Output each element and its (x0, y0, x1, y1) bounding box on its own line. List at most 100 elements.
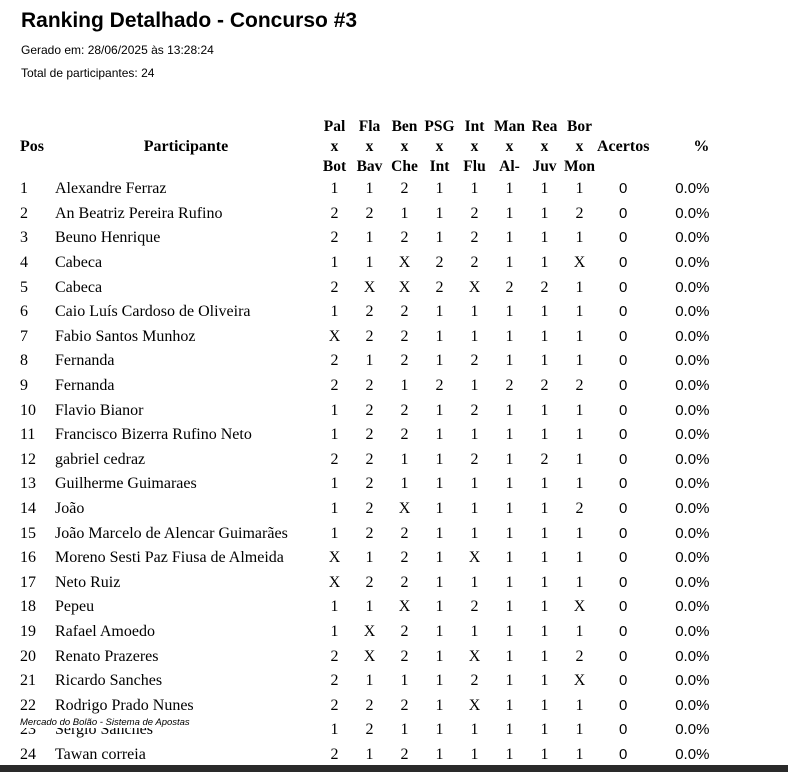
table-row: 8 Fernanda 2 1 2 1 2 1 1 1 0 0.0% (20, 349, 709, 374)
row-pick: 2 (365, 500, 374, 518)
row-pick: 1 (540, 524, 549, 542)
row-pick: 2 (575, 647, 584, 665)
row-pick: 1 (470, 573, 479, 591)
match-away: Juv (532, 158, 557, 175)
row-pick: 1 (435, 401, 444, 419)
row-participant: Guilherme Guimaraes (55, 475, 197, 493)
row-pick: 1 (470, 745, 479, 763)
row-pick: 1 (505, 745, 514, 763)
row-participant: João (55, 500, 85, 518)
row-pos: 20 (20, 647, 36, 665)
row-pick: X (573, 598, 586, 616)
match-home: Fla (358, 118, 381, 135)
row-pick: 1 (435, 672, 444, 690)
row-pick: 1 (540, 229, 549, 247)
table-row: 1 Alexandre Ferraz 1 1 2 1 1 1 1 1 0 0.0% (20, 177, 709, 202)
table-row: 19 Rafael Amoedo 1 X 2 1 1 1 1 1 0 0.0% (20, 620, 709, 645)
row-pick: X (363, 622, 376, 640)
header-match-6: Man x Al- (492, 117, 527, 177)
table-row: 14 João 1 2 X 1 1 1 1 2 0 0.0% (20, 497, 709, 522)
table-row: 24 Tawan correia 2 1 2 1 1 1 1 1 0 0.0% (20, 743, 709, 768)
row-participant: Fernanda (55, 377, 115, 395)
row-pick: 2 (400, 647, 409, 665)
row-pick: 2 (365, 450, 374, 468)
row-pick: 2 (470, 254, 479, 272)
row-pick: 1 (400, 475, 409, 493)
match-home: Int (464, 118, 485, 135)
row-pick: 2 (470, 598, 479, 616)
row-participant: Tawan correia (55, 745, 146, 763)
row-pick: 2 (330, 450, 339, 468)
row-pick: 1 (575, 721, 584, 739)
row-pick: 2 (365, 696, 374, 714)
row-percent: 0.0% (675, 327, 710, 345)
row-pos: 7 (20, 327, 28, 345)
row-pick: 1 (435, 500, 444, 518)
row-pick: 2 (400, 303, 409, 321)
row-pick: 1 (540, 647, 549, 665)
row-participant: Neto Ruiz (55, 573, 121, 591)
row-participant: Caio Luís Cardoso de Oliveira (55, 303, 251, 321)
row-percent: 0.0% (675, 204, 710, 222)
row-pick: 1 (540, 696, 549, 714)
row-percent: 0.0% (675, 696, 710, 714)
row-pick: 2 (540, 450, 549, 468)
row-percent: 0.0% (675, 229, 710, 247)
row-pick: 1 (505, 500, 514, 518)
row-pick: 2 (400, 549, 409, 567)
row-pick: 2 (330, 696, 339, 714)
match-home: Ben (391, 118, 418, 135)
row-pick: 1 (575, 475, 584, 493)
header-match-1: Pal x Bot (317, 117, 352, 177)
row-pick: 2 (330, 229, 339, 247)
row-pick: 1 (575, 549, 584, 567)
row-hits: 0 (619, 721, 628, 739)
row-pick: 1 (540, 573, 549, 591)
row-hits: 0 (619, 352, 628, 370)
match-away: Int (429, 158, 450, 175)
row-pick: 2 (470, 401, 479, 419)
table-row: 16 Moreno Sesti Paz Fiusa de Almeida X 1 2 1 X… (20, 546, 709, 571)
row-pick: 1 (505, 254, 514, 272)
row-pick: 1 (330, 426, 339, 444)
row-pick: 2 (365, 327, 374, 345)
row-percent: 0.0% (675, 450, 710, 468)
row-participant: Francisco Bizerra Rufino Neto (55, 426, 252, 444)
row-pick: 2 (435, 278, 444, 296)
row-pick: 1 (435, 475, 444, 493)
row-pick: 1 (330, 180, 339, 198)
row-participant: Rafael Amoedo (55, 622, 155, 640)
row-pick: X (573, 672, 586, 690)
match-home: Pal (323, 118, 346, 135)
row-hits: 0 (619, 229, 628, 247)
row-pick: 2 (470, 672, 479, 690)
row-participant: Rodrigo Prado Nunes (55, 696, 194, 714)
row-pick: 1 (435, 524, 444, 542)
row-participant: gabriel cedraz (55, 450, 146, 468)
row-pick: 1 (365, 254, 374, 272)
row-pick: X (573, 254, 586, 272)
row-pos: 12 (20, 450, 36, 468)
match-sep: x (365, 138, 374, 155)
row-participant: Cabeca (55, 278, 103, 296)
row-percent: 0.0% (675, 475, 710, 493)
row-hits: 0 (619, 598, 628, 616)
row-pick: 1 (470, 327, 479, 345)
match-home: PSG (424, 118, 455, 135)
row-pick: 1 (575, 229, 584, 247)
table-row: 18 Pepeu 1 1 X 1 2 1 1 X 0 0.0% (20, 595, 709, 620)
row-pick: 1 (365, 549, 374, 567)
row-percent: 0.0% (675, 377, 710, 395)
row-pick: 2 (365, 721, 374, 739)
row-pick: 1 (400, 672, 409, 690)
match-sep: x (470, 138, 479, 155)
row-pick: 1 (470, 524, 479, 542)
row-pick: 2 (330, 672, 339, 690)
row-pick: 2 (365, 524, 374, 542)
row-pick: X (398, 500, 411, 518)
row-pick: 2 (330, 647, 339, 665)
row-pick: 1 (470, 180, 479, 198)
row-pick: 1 (540, 622, 549, 640)
row-pick: 1 (435, 696, 444, 714)
row-pick: 1 (435, 721, 444, 739)
